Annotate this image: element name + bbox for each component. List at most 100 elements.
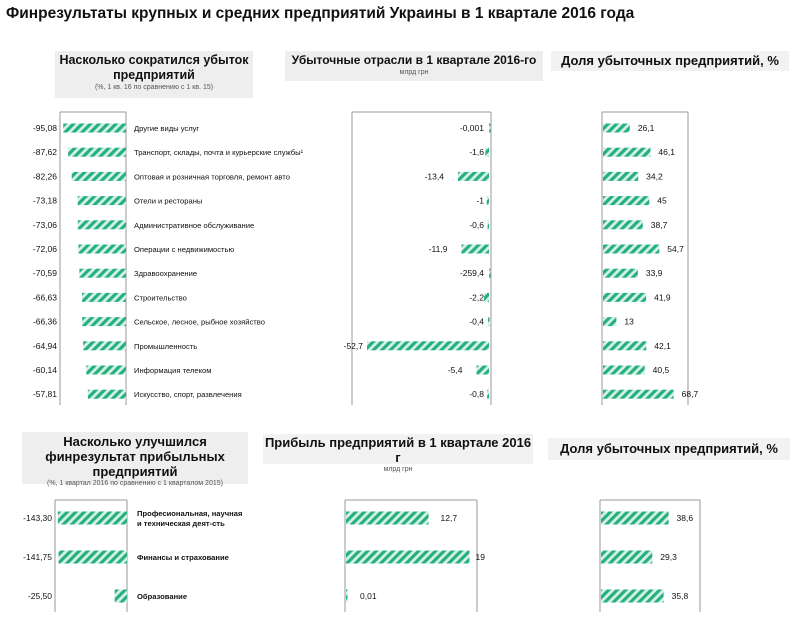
loss-reduction-category-10: Информация телеком (134, 366, 211, 375)
axes-layer (54, 111, 701, 612)
loss-sectors-bar-2 (457, 171, 489, 181)
loss-sectors-bar-8 (488, 317, 490, 327)
loss-sectors-bar-4 (487, 220, 489, 230)
loss-share-top-bar-5 (603, 244, 660, 254)
loss-sectors-value-10: -5,4 (448, 365, 463, 375)
loss-share-top-bar-6 (603, 268, 638, 278)
loss-share-title-top: Доля убыточных предприятий, % (561, 53, 779, 68)
loss-share-header-top: Доля убыточных предприятий, % (551, 51, 789, 71)
loss-share-top-bar-0 (603, 123, 630, 133)
loss-share-bottom-bar-0 (601, 511, 669, 525)
loss-reduction-bar-8 (82, 317, 126, 327)
loss-share-top-value-8: 13 (624, 317, 634, 327)
loss-reduction-value-9: -64,94 (33, 341, 57, 351)
loss-sectors-value-4: -0,6 (469, 220, 484, 230)
page-title: Финрезультаты крупных и средних предприя… (6, 5, 635, 22)
loss-share-header-bottom: Доля убыточных предприятий, % (548, 438, 790, 460)
profit-value-1: 19 (476, 552, 486, 562)
loss-sectors-value-3: -1 (476, 196, 484, 206)
profit-improvement-category-0-line-0: Професиональная, научная (137, 509, 242, 518)
loss-share-top-bar-10 (603, 365, 645, 375)
profit-improvement-bar-0 (57, 511, 127, 525)
loss-share-title-bottom: Доля убыточных предприятий, % (560, 441, 778, 456)
loss-reduction-value-0: -95,08 (33, 123, 57, 133)
loss-share-bottom-value-2: 35,8 (672, 591, 689, 601)
loss-share-bottom-value-1: 29,3 (660, 552, 677, 562)
loss-share-bottom-bar-1 (601, 550, 653, 564)
loss-share-top-value-5: 54,7 (667, 244, 684, 254)
loss-sectors-value-8: -0,4 (469, 317, 484, 327)
profit-improvement-category-1-line-0: Финансы и страхование (137, 553, 229, 562)
loss-share-bottom-value-0: 38,6 (677, 513, 694, 523)
profit-improvement-subtitle: (%, 1 квартал 2016 по сравнению с 1 квар… (47, 480, 223, 487)
profit-improvement-value-1: -141,75 (23, 552, 52, 562)
profit-improvement-category-0-line-1: и техническая деят-сть (137, 519, 225, 528)
loss-reduction-category-8: Сельское, лесное, рыбное хозяйство (134, 318, 265, 327)
loss-reduction-value-1: -87,62 (33, 147, 57, 157)
loss-reduction-value-7: -66,63 (33, 292, 57, 302)
loss-sectors-bar-10 (476, 365, 489, 375)
loss-sectors-bar-7 (483, 292, 489, 302)
loss-share-top-value-11: 68,7 (682, 389, 699, 399)
loss-reduction-value-5: -72,06 (33, 244, 57, 254)
loss-share-top-value-6: 33,9 (646, 268, 663, 278)
loss-reduction-header: Насколько сократился убыток предприятий … (55, 51, 253, 98)
loss-share-bottom-bar-2 (601, 589, 664, 603)
loss-reduction-category-1: Транспорт, склады, почта и курьерские сл… (134, 148, 304, 157)
loss-reduction-bar-5 (78, 244, 126, 254)
loss-share-top-value-7: 41,9 (654, 292, 671, 302)
loss-reduction-value-6: -70,59 (33, 268, 57, 278)
loss-share-top-value-9: 42,1 (654, 341, 671, 351)
loss-reduction-category-11: Искусство, спорт, развлечения (134, 390, 242, 399)
profit-improvement-bar-1 (58, 550, 127, 564)
loss-reduction-value-8: -66,36 (33, 317, 57, 327)
profit-value-2: 0,01 (360, 591, 377, 601)
loss-sectors-value-9: -52,7 (344, 341, 364, 351)
loss-reduction-category-9: Промышленность (134, 342, 197, 351)
loss-sectors-bar-1 (485, 147, 489, 157)
loss-share-top-bar-11 (603, 389, 674, 399)
profit-header: Прибыль предприятий в 1 квартале 2016 г … (263, 434, 533, 473)
profit-improvement-header: Насколько улучшился финрезультат прибыль… (22, 432, 248, 487)
loss-share-top-value-3: 45 (657, 196, 667, 206)
profit-title: Прибыль предприятий в 1 квартале 2016 г (264, 435, 532, 465)
loss-sectors-unit: млрд грн (399, 69, 429, 76)
loss-share-top-value-2: 34,2 (646, 171, 663, 181)
bars-layer (57, 123, 674, 603)
loss-sectors-value-0: -0,001 (460, 123, 484, 133)
loss-reduction-bar-3 (77, 196, 126, 206)
loss-sectors-title: Убыточные отрасли в 1 квартале 2016-го (291, 53, 537, 67)
profit-value-0: 12,7 (441, 513, 458, 523)
profit-bar-0 (346, 511, 429, 525)
loss-reduction-bar-0 (63, 123, 126, 133)
profit-improvement-value-2: -25,50 (28, 591, 52, 601)
loss-share-top-bar-1 (603, 147, 651, 157)
loss-sectors-bar-3 (486, 196, 489, 206)
loss-sectors-bar-0 (488, 123, 491, 133)
loss-share-top-bar-8 (603, 317, 617, 327)
loss-reduction-category-4: Административное обслуживание (134, 221, 254, 230)
loss-sectors-value-2: -13,4 (425, 171, 445, 181)
loss-sectors-value-1: -1,6 (469, 147, 484, 157)
loss-reduction-bar-7 (82, 292, 126, 302)
loss-reduction-category-6: Здравоохранение (134, 269, 197, 278)
loss-sectors-value-5: -11,9 (429, 244, 448, 254)
loss-reduction-category-5: Операции с недвижимостью (134, 245, 234, 254)
loss-sectors-bar-5 (461, 244, 489, 254)
loss-share-top-value-0: 26,1 (638, 123, 655, 133)
loss-sectors-bar-9 (367, 341, 489, 351)
loss-reduction-category-2: Оптовая и розничная торговля, ремонт авт… (134, 172, 290, 181)
loss-reduction-bar-11 (87, 389, 126, 399)
loss-reduction-category-3: Отели и рестораны (134, 197, 202, 206)
loss-sectors-value-7: -2,2 (469, 292, 484, 302)
loss-reduction-bar-4 (77, 220, 126, 230)
loss-reduction-bar-9 (83, 341, 126, 351)
loss-reduction-bar-2 (71, 171, 126, 181)
loss-share-top-bar-9 (603, 341, 647, 351)
loss-reduction-title: Насколько сократился убыток предприятий (59, 53, 249, 82)
labels-layer: -95,08 Другие виды услуг -87,62 Транспорт, … (23, 123, 698, 601)
profit-improvement-title: Насколько улучшился финрезультат прибыль… (45, 434, 225, 479)
profit-unit: млрд грн (383, 466, 413, 473)
profit-bar-1 (346, 550, 470, 564)
loss-sectors-bar-6 (489, 268, 491, 278)
